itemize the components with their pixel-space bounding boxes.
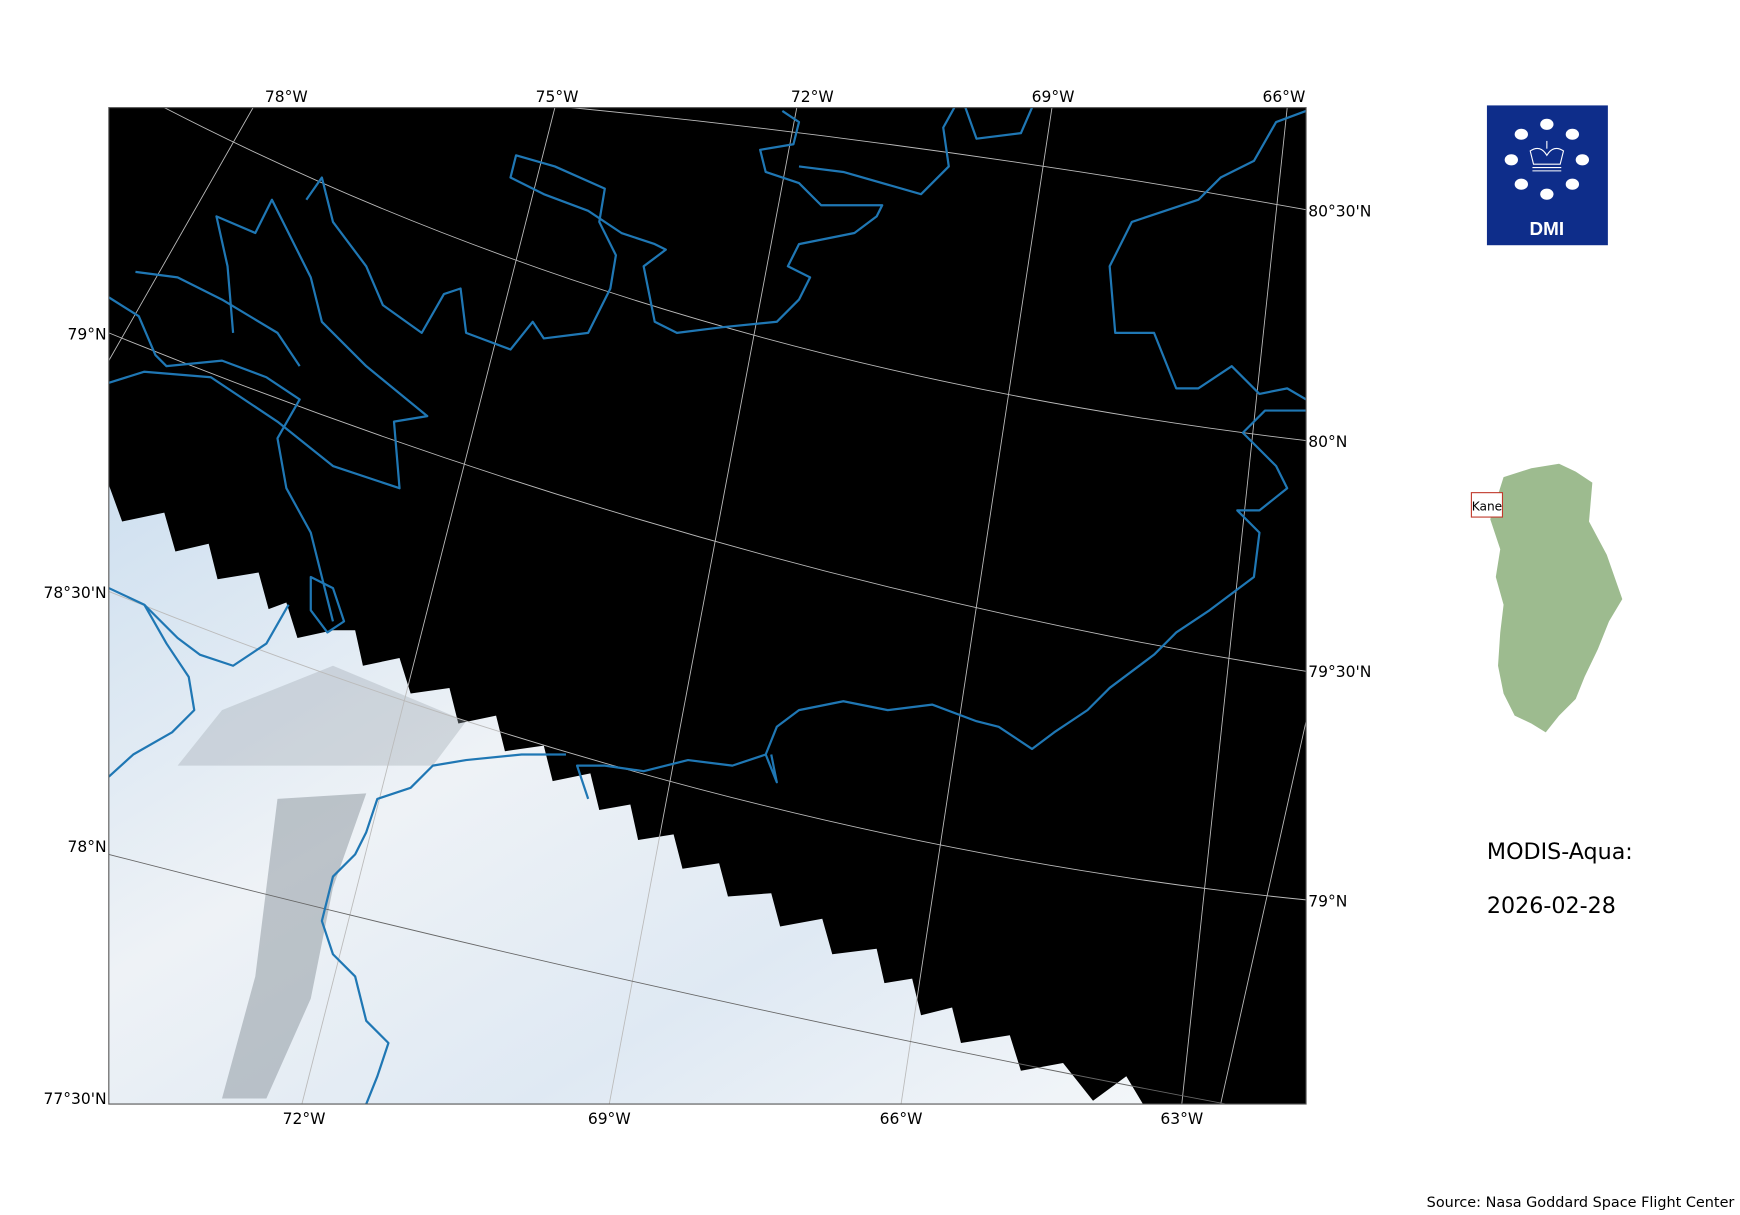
lon-label: 78°W <box>265 88 308 106</box>
source-credit: Source: Nasa Goddard Space Flight Center <box>1427 1195 1735 1211</box>
ice-shadow <box>222 793 367 1099</box>
lat-label: 80°30'N <box>1308 202 1371 220</box>
lat-label: 79°30'N <box>1308 663 1371 681</box>
map-frame <box>108 107 1307 1105</box>
lat-label: 78°30'N <box>43 584 106 602</box>
lat-label: 78°N <box>67 838 106 856</box>
lon-label: 69°W <box>1032 88 1075 106</box>
top-longitude-labels: 78°W 75°W 72°W 69°W 66°W <box>265 88 1305 106</box>
sensor-label: MODIS-Aqua: <box>1487 839 1633 865</box>
map-panel <box>108 107 1307 1105</box>
satellite-ice-imagery <box>108 484 1143 1105</box>
kane-region-box <box>1470 492 1504 518</box>
bottom-longitude-labels: 72°W 69°W 66°W 63°W <box>283 1110 1204 1128</box>
lon-label: 66°W <box>880 1110 923 1128</box>
coastlines <box>108 107 1307 1105</box>
lat-label: 79°N <box>67 326 106 344</box>
kane-label: Kane <box>1472 499 1502 513</box>
greenland-inset-map: Kane <box>1470 463 1623 733</box>
dmi-logo: DMI <box>1486 105 1608 246</box>
crown-icon <box>1529 140 1565 172</box>
lon-label: 69°W <box>588 1110 631 1128</box>
right-latitude-labels: 80°30'N 80°N 79°30'N 79°N <box>1308 202 1371 910</box>
gridlines <box>108 107 1307 1105</box>
greenland-landmass <box>1490 463 1623 733</box>
lat-label: 77°30'N <box>43 1090 106 1108</box>
lon-label: 72°W <box>791 88 834 106</box>
lon-label: 66°W <box>1262 88 1305 106</box>
lat-label: 79°N <box>1308 893 1347 911</box>
lon-label: 63°W <box>1160 1110 1203 1128</box>
lon-label: 75°W <box>536 88 579 106</box>
svg-text:DMI: DMI <box>1530 218 1565 239</box>
left-latitude-labels: 79°N 78°30'N 78°N 77°30'N <box>43 326 106 1109</box>
lon-label: 72°W <box>283 1110 326 1128</box>
date-label: 2026-02-28 <box>1487 893 1616 919</box>
lat-label: 80°N <box>1308 433 1347 451</box>
